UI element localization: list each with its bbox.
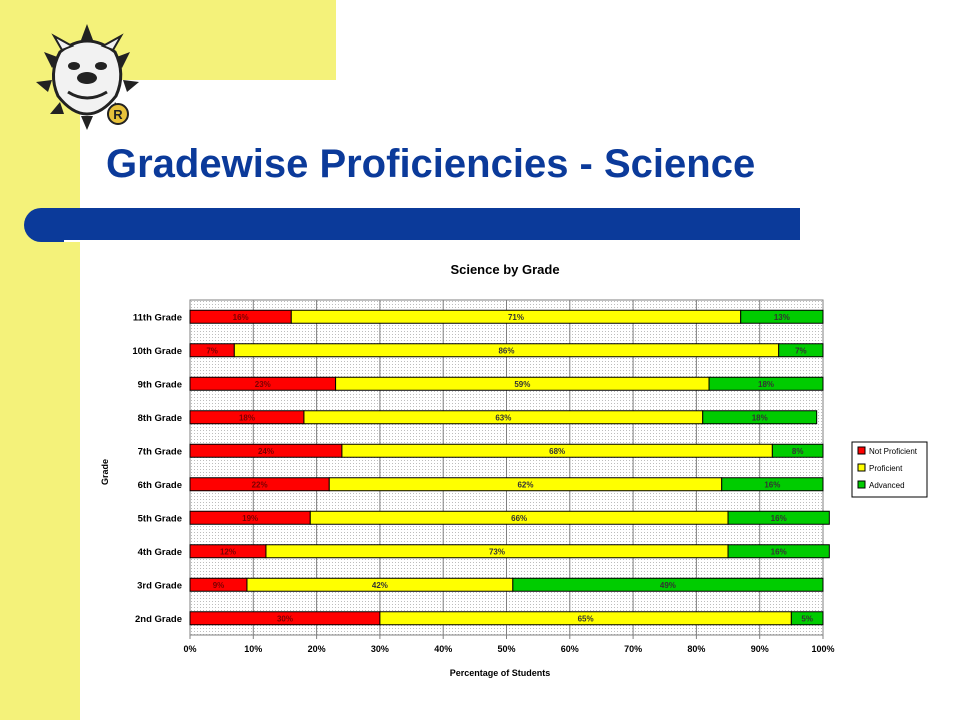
x-tick-label: 40% [434,644,452,654]
bar-data-label: 9% [213,581,225,590]
x-tick-label: 70% [624,644,642,654]
legend-label: Advanced [869,481,905,490]
logo-letter: R [113,107,123,122]
bar-data-label: 66% [511,514,527,523]
bar-segment [727,544,830,559]
x-tick-label: 10% [244,644,262,654]
y-category-label: 8th Grade [138,413,182,424]
y-category-label: 4th Grade [138,547,182,558]
x-tick-label: 0% [183,644,196,654]
bar-segment [727,510,830,525]
x-tick-label: 90% [751,644,769,654]
bar-data-label: 16% [233,313,249,322]
bar-data-label: 73% [489,547,505,556]
bar-segment [778,343,824,358]
bar-segment [740,309,824,324]
bar-data-label: 22% [252,480,268,489]
bar-data-label: 23% [255,380,271,389]
y-category-label: 11th Grade [133,312,182,323]
bar-series: 16% 71% 13% 7% 86% 7% 23% 59% 18% 18% 63% 18% 24% 68%… [189,309,830,626]
bar-data-label: 63% [495,413,511,422]
title-underline-bar [24,208,800,242]
legend-swatch [857,463,866,472]
bar-data-label: 12% [220,547,236,556]
y-category-label: 5th Grade [138,513,182,524]
bar-data-label: 18% [758,380,774,389]
bar-data-label: 24% [258,447,274,456]
bar-data-label: 8% [792,447,804,456]
bar-data-label: 86% [498,346,514,355]
y-axis-labels: 11th Grade 10th Grade 9th Grade 8th Grade 7t… [132,312,182,625]
x-tick-label: 30% [371,644,389,654]
x-tick-label: 50% [497,644,515,654]
bar-data-label: 16% [771,547,787,556]
bar-segment [512,577,824,592]
bar-data-label: 18% [239,413,255,422]
bar-data-label: 16% [771,514,787,523]
bar-data-label: 71% [508,313,524,322]
bar-data-label: 18% [752,413,768,422]
bulldog-logo: R [36,24,139,130]
bar-data-label: 7% [795,346,807,355]
bar-data-label: 65% [578,614,594,623]
bar-data-label: 13% [774,313,790,322]
bar-data-label: 30% [277,614,293,623]
chart-title: Science by Grade [450,262,559,277]
legend-swatch [857,446,866,455]
y-category-label: 9th Grade [138,379,182,390]
legend-label: Not Proficient [869,447,918,456]
y-category-label: 6th Grade [138,480,182,491]
legend-swatch [857,480,866,489]
bar-data-label: 16% [764,480,780,489]
y-axis-title: Grade [100,459,110,485]
bar-data-label: 19% [242,514,258,523]
bar-data-label: 62% [517,480,533,489]
bar-segment [702,410,818,425]
title-underline-notch [64,240,800,242]
x-axis-ticks: 0% 10% 20% 30% 40% 50% 60% 70% 80% 90% 100% [183,635,835,654]
bar-data-label: 7% [206,346,218,355]
x-tick-label: 20% [308,644,326,654]
bar-data-label: 68% [549,447,565,456]
slide-title: Gradewise Proficiencies - Science [106,142,756,186]
x-tick-label: 100% [811,644,834,654]
x-tick-label: 80% [687,644,705,654]
y-category-label: 7th Grade [138,446,182,457]
bar-data-label: 5% [801,614,813,623]
legend: Not Proficient Proficient Advanced [851,441,928,498]
bar-segment [721,477,824,492]
bar-segment [708,376,824,391]
science-by-grade-chart: Science by Grade 16% 71% 13%7% 86% 7%23% 59% 1… [100,262,928,678]
bar-segment [790,611,824,626]
left-accent-panel [0,0,80,720]
x-tick-label: 60% [561,644,579,654]
y-category-label: 3rd Grade [137,580,182,591]
bar-data-label: 42% [372,581,388,590]
bar-data-label: 49% [660,581,676,590]
logo-emblem [107,103,129,125]
legend-label: Proficient [869,464,903,473]
bar-data-label: 59% [514,380,530,389]
y-category-label: 2nd Grade [135,614,182,625]
y-category-label: 10th Grade [132,346,182,357]
bar-segment [771,443,824,458]
x-axis-title: Percentage of Students [450,668,551,678]
